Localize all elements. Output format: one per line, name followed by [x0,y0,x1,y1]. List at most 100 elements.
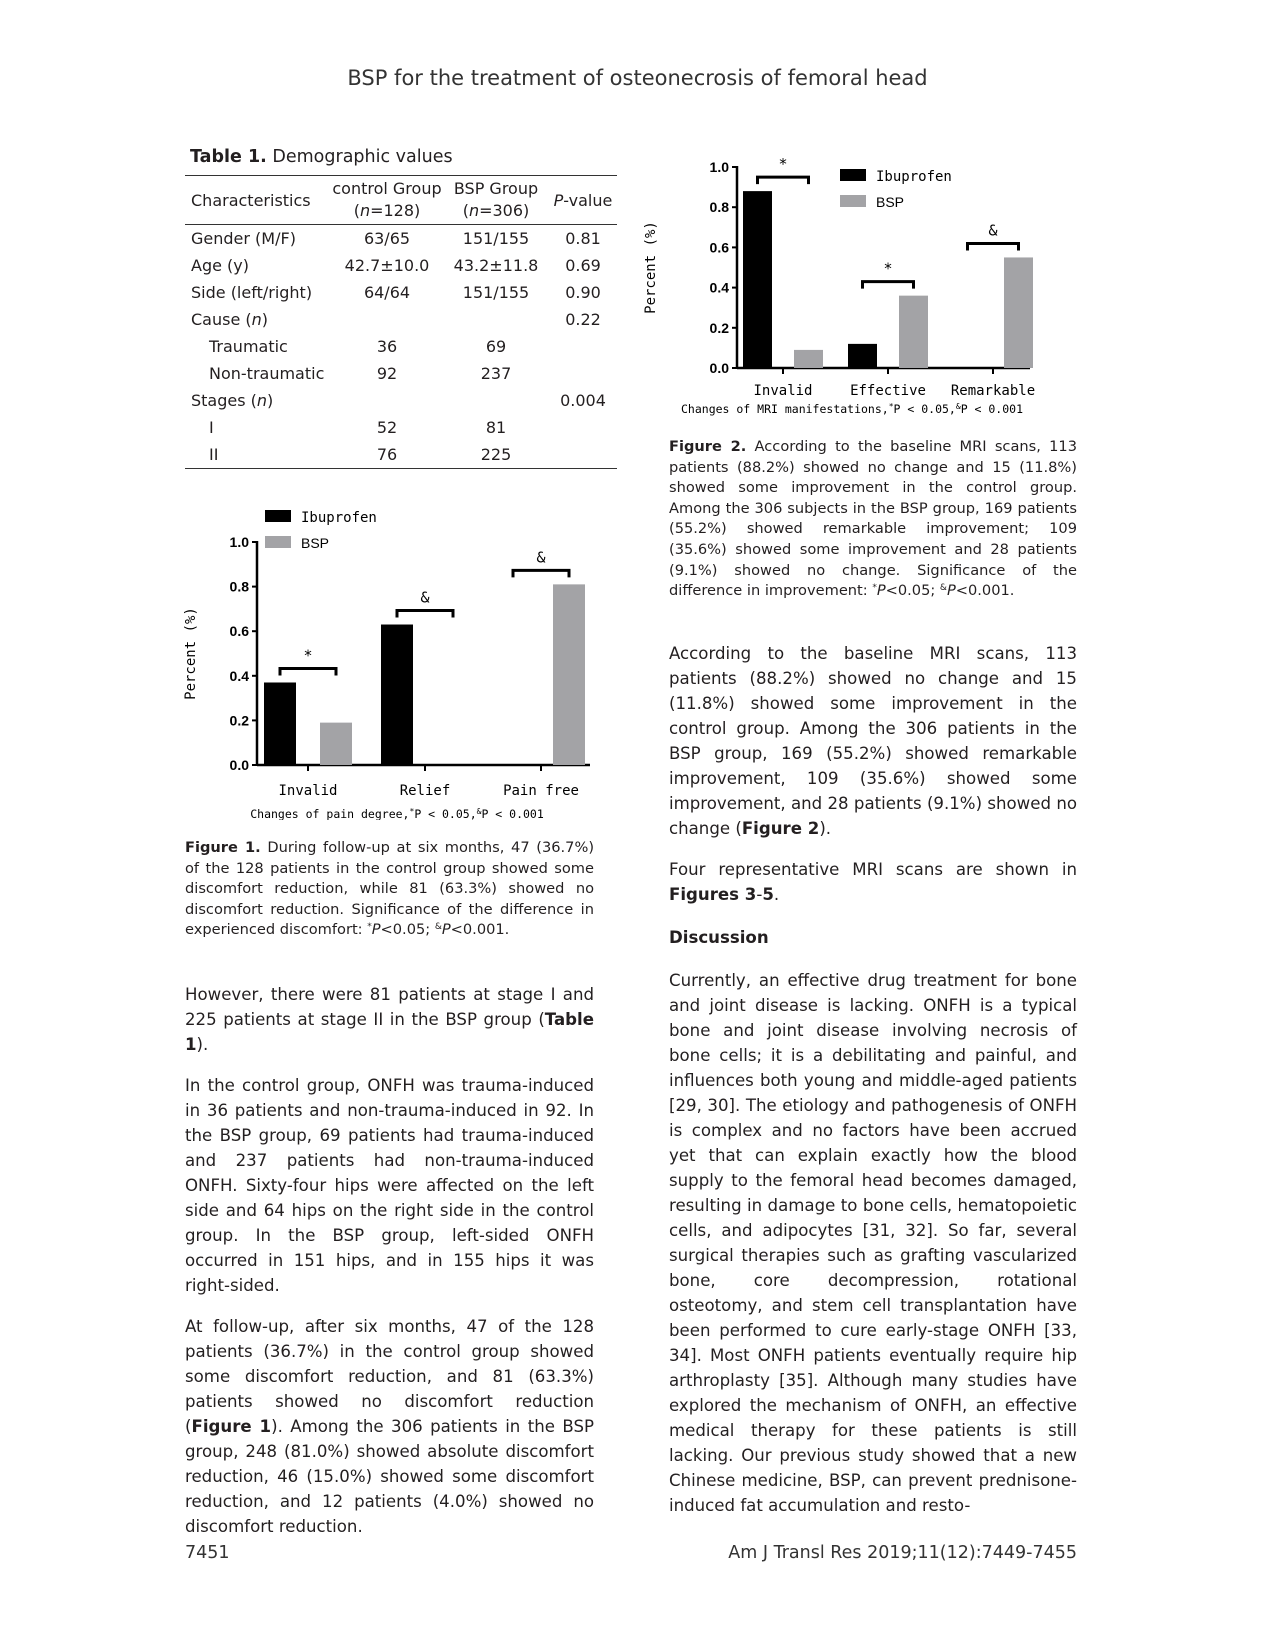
figure-label: Figure 1. [185,839,261,856]
table-label: Table 1. [190,147,267,167]
figure-2-caption: Figure 2. According to the baseline MRI … [669,438,1077,600]
y-tick-label: 0.6 [230,623,250,639]
control-value: 76 [376,445,398,464]
significance-marker: & [536,548,545,566]
bar-bsp-invalid [320,722,352,765]
table-row: I 52 81 [185,414,617,441]
bar-bsp-remarkable [1004,257,1033,368]
x-axis-label-part: P < 0.05, [894,402,956,416]
significance-bracket [966,241,1020,251]
x-tick-label: Effective [850,383,926,399]
control-value: 92 [376,364,398,383]
figure-2-link[interactable]: Figure 2 [741,819,820,838]
table-1-link[interactable]: Table 1 [185,1010,594,1054]
significance-bracket [861,280,915,289]
p-value [549,441,617,469]
p-value [549,414,617,441]
header-bsp: BSP Group (n=306) [453,179,539,220]
header-p-value: P-value [553,190,613,210]
left-column-text: However, there were 81 patients at stage… [185,982,594,1539]
bsp-value: 43.2±11.8 [453,256,539,275]
y-tick-label: 0.4 [710,280,730,296]
row-label: I [209,418,214,437]
paragraph: At follow-up, after six months, 47 of th… [185,1317,594,1536]
table-row: Cause (n) 0.22 [185,306,617,333]
paragraph: Four representative MRI scans are shown … [669,860,1077,904]
row-label: Stages (n) [191,391,274,410]
y-tick-label: 0.2 [230,712,250,728]
legend-swatch-bsp [840,195,866,207]
y-tick-label: 0.8 [710,199,730,215]
x-tick-label: Invalid [278,783,337,799]
right-column-text: According to the baseline MRI scans, 113… [669,641,1077,1518]
row-label: Gender (M/F) [191,229,296,248]
row-label: Cause (n) [191,310,269,329]
paragraph: However, there were 81 patients at stage… [185,985,594,1054]
table-row: II 76 225 [185,441,617,469]
figure-label: Figure 2. [669,438,747,455]
row-label: Traumatic [209,337,288,356]
y-axis-label: Percent (%) [183,607,199,700]
table-row: Age (y) 42.7±10.0 43.2±11.8 0.69 [185,252,617,279]
p-value [549,360,617,387]
y-tick-label: 0.6 [710,239,730,255]
table-row: Stages (n) 0.004 [185,387,617,414]
bar-ibuprofen-relief [381,624,413,765]
paragraph: In the control group, ONFH was trauma-in… [185,1076,594,1295]
control-value: 36 [376,337,398,356]
bar-bsp-effective [899,295,928,368]
y-tick-label: 0.0 [230,757,250,773]
control-value: 64/64 [363,283,411,302]
paragraph: According to the baseline MRI scans, 113… [669,644,1077,838]
figure-5-link[interactable]: 5 [762,885,774,904]
x-tick-label: Relief [400,783,451,799]
figures-3-link[interactable]: Figures 3 [669,885,757,904]
figure-1-caption: Figure 1. During follow-up at six months… [185,839,595,939]
demographics-table: Characteristics control Group (n=128) BSP… [185,175,617,469]
bsp-value [443,387,549,414]
significance-marker: * [883,260,892,278]
significance-bracket [756,175,810,185]
paragraph: Currently, an effective drug treatment f… [669,971,1077,1515]
x-tick-label: Pain free [503,783,579,799]
legend-label-ibuprofen: Ibuprofen [876,169,952,185]
p-value: 0.69 [565,256,601,275]
significance-bracket [278,666,338,676]
p-value [549,333,617,360]
bsp-value: 237 [480,364,512,383]
header-control: control Group (n=128) [332,179,442,220]
x-axis-label-part: * [889,402,894,411]
bar-ibuprofen-invalid [743,191,772,368]
figure-1-chart: 0.0 0.2 0.4 0.6 0.8 1.0 Percent (%) Invalid * Rel… [183,510,590,820]
header-characteristics: Characteristics [191,190,311,210]
table-row: Gender (M/F) 63/65 151/155 0.81 [185,225,617,253]
legend-label-bsp: BSP [876,194,904,210]
section-heading-discussion: Discussion [669,928,769,947]
bsp-value: 151/155 [462,283,530,302]
y-tick-label: 1.0 [710,159,730,175]
bar-ibuprofen-invalid [264,682,296,765]
table-row: Side (left/right) 64/64 151/155 0.90 [185,279,617,306]
figure-1-link[interactable]: Figure 1 [191,1417,272,1436]
table-title: Table 1. Demographic values [190,147,453,167]
significance-marker: & [420,589,429,607]
bar-bsp-pain-free [553,584,585,765]
row-label: Age (y) [191,256,249,275]
p-value: 0.90 [565,283,601,302]
x-axis-label-part: P < 0.001 [481,807,543,820]
p-value: 0.22 [565,310,601,329]
x-tick-label: Remarkable [951,383,1035,399]
control-value [331,306,443,333]
x-axis-label: Changes of pain degree,*P < 0.05,&P < 0.… [250,807,544,820]
x-tick-label: Invalid [753,383,812,399]
bsp-value: 225 [480,445,512,464]
table-title-text: Demographic values [272,147,453,167]
p-value: 0.004 [560,391,606,410]
significance-marker: * [303,646,312,664]
x-axis-label-part: Changes of pain degree, [250,807,409,820]
row-label: Side (left/right) [191,283,313,302]
y-tick-label: 0.0 [710,360,730,376]
running-head: BSP for the treatment of osteonecrosis o… [347,66,928,90]
row-label: II [209,445,219,464]
bsp-value: 81 [485,418,507,437]
